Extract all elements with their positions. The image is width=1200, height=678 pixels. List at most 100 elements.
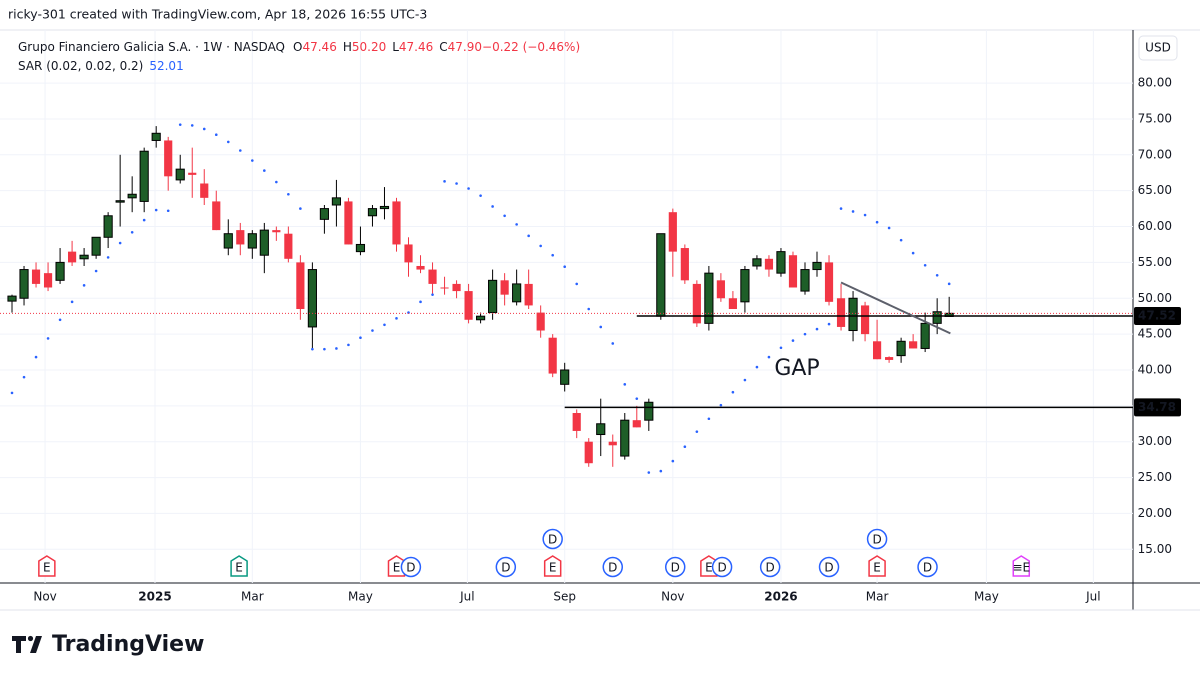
sar-dot	[695, 430, 699, 433]
event-marker[interactable]: D	[866, 528, 888, 550]
sar-dot	[707, 417, 711, 421]
y-tick-label: 55.00	[1138, 255, 1172, 269]
event-badge	[664, 556, 686, 578]
sar-dot	[683, 445, 687, 449]
candle-body	[524, 283, 533, 306]
sar-dot	[407, 311, 410, 314]
sar-dot	[226, 140, 230, 144]
legend-label: H	[343, 40, 352, 54]
candle-body	[296, 262, 305, 310]
candle-body	[272, 230, 281, 233]
event-badge	[542, 528, 563, 550]
candle-body	[259, 229, 269, 256]
candle-body	[428, 269, 437, 284]
event-badge	[917, 556, 938, 578]
sar-dot	[731, 390, 735, 394]
candle-body	[319, 208, 329, 220]
sar-dot	[611, 342, 615, 345]
candle-body	[932, 311, 942, 324]
candle-body	[548, 337, 557, 374]
annotation: GAP	[774, 356, 819, 381]
event-marker[interactable]: E	[868, 555, 886, 577]
legend-value: 47.46	[302, 40, 336, 54]
legend-value: 47.90	[448, 40, 482, 54]
event-label: E	[393, 561, 401, 575]
sar-dot	[851, 210, 855, 213]
sar-dot	[527, 234, 530, 238]
sar-dot	[395, 317, 398, 320]
event-badge	[38, 555, 56, 577]
sar-dot	[935, 273, 939, 277]
sar-dot	[130, 230, 134, 234]
sar-dot	[142, 218, 146, 222]
currency[interactable]: USD	[1145, 41, 1171, 55]
candle-body	[728, 298, 737, 310]
y-tick-label: 65.00	[1138, 183, 1172, 197]
event-badge	[1012, 555, 1031, 577]
sar-dot	[166, 209, 170, 213]
sar-dot	[178, 123, 182, 126]
candle-body	[620, 419, 630, 457]
sar-dot	[347, 343, 350, 347]
candle-body	[404, 244, 413, 263]
event-marker[interactable]: E	[38, 555, 56, 577]
candle-body	[212, 201, 221, 231]
event-label: D	[766, 561, 775, 575]
y-tick-label: 60.00	[1138, 219, 1172, 233]
price-label: 34.78	[1138, 400, 1176, 414]
event-marker[interactable]: D	[917, 556, 938, 578]
y-tick-label: 20.00	[1138, 506, 1172, 520]
candle-body	[103, 215, 113, 238]
event-marker[interactable]: D	[711, 556, 733, 578]
candle-body	[247, 233, 257, 249]
event-marker[interactable]: E	[230, 555, 248, 577]
event-marker[interactable]: D	[495, 556, 517, 578]
event-badge	[230, 555, 248, 577]
candle-body	[716, 280, 725, 299]
candle-body	[704, 272, 714, 324]
sar-dot	[563, 265, 566, 268]
event-label: E	[705, 561, 713, 575]
sar-dot	[779, 346, 783, 350]
brand: TradingView	[52, 632, 204, 657]
candle-body	[19, 269, 29, 299]
legend-value: 47.46	[399, 40, 433, 54]
candle-body	[909, 341, 918, 349]
candle-body	[344, 201, 353, 245]
event-badge	[759, 556, 781, 578]
logo-mark	[12, 636, 26, 653]
event-marker[interactable]: D	[818, 556, 840, 578]
sar-dot	[118, 241, 122, 245]
event-marker[interactable]: ≡E	[1012, 555, 1031, 577]
sar-dot	[863, 213, 867, 217]
sar-dot	[815, 327, 819, 331]
event-badge	[602, 556, 624, 578]
candle-body	[812, 261, 822, 271]
sar-dot	[587, 307, 591, 311]
event-marker[interactable]: D	[542, 528, 563, 550]
event-marker[interactable]: E	[543, 555, 562, 577]
x-tick-label: Mar	[866, 590, 889, 604]
sar-dot	[575, 282, 579, 286]
sar-dot	[599, 325, 603, 329]
legend-label: C	[439, 40, 447, 54]
candle-body	[367, 208, 378, 217]
currency-box[interactable]	[1138, 35, 1178, 61]
candle-body	[896, 340, 906, 357]
sar-dot	[10, 391, 14, 395]
event-badge	[400, 556, 422, 578]
event-marker[interactable]: D	[400, 556, 422, 578]
event-badge	[711, 556, 733, 578]
sar-dot	[335, 347, 338, 350]
sar-dot	[263, 169, 266, 172]
candle-body	[752, 258, 762, 267]
sar-dot	[419, 300, 422, 304]
sar-dot	[311, 347, 314, 351]
event-label: E	[549, 561, 557, 575]
candle-body	[500, 280, 509, 295]
event-marker[interactable]: D	[759, 556, 781, 578]
sar-dot	[238, 149, 242, 152]
event-marker[interactable]: D	[664, 556, 686, 578]
sar-dot	[551, 253, 554, 257]
event-marker[interactable]: D	[602, 556, 624, 578]
